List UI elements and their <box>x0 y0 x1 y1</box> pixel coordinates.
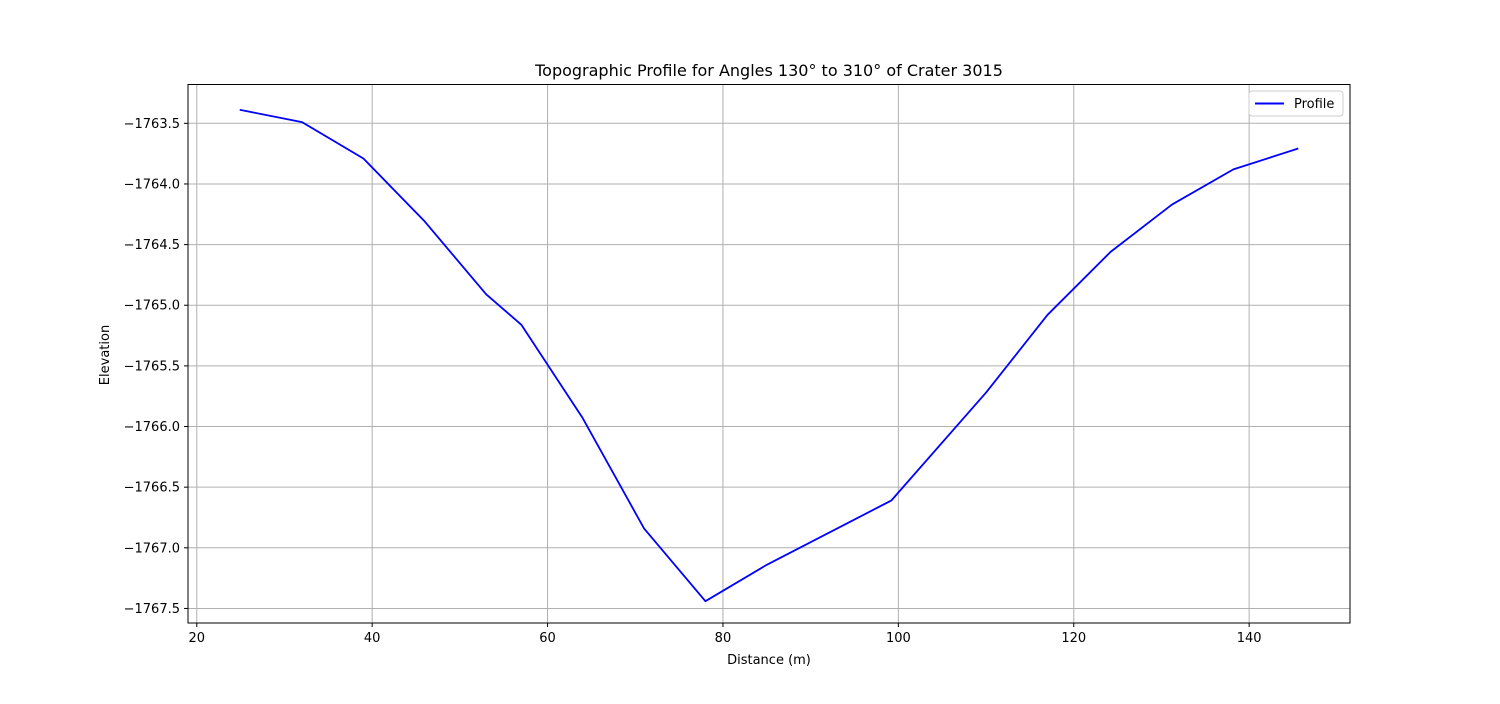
y-tick-label: −1765.5 <box>124 359 180 374</box>
x-tick-label: 40 <box>364 631 381 646</box>
y-tick-label: −1767.0 <box>124 541 180 556</box>
y-tick-label: −1767.5 <box>124 602 180 617</box>
y-tick-label: −1766.0 <box>124 420 180 435</box>
y-tick-label: −1763.5 <box>124 117 180 132</box>
x-tick-label: 80 <box>715 631 732 646</box>
legend-label-profile: Profile <box>1294 97 1334 112</box>
series-line-profile <box>239 108 1299 603</box>
x-axis-ticks: 20 40 60 80 100 120 140 <box>188 623 1262 646</box>
legend-box <box>1248 90 1344 117</box>
legend: Profile <box>1248 90 1344 117</box>
x-tick-label: 60 <box>539 631 556 646</box>
x-tick-label: 140 <box>1237 631 1262 646</box>
x-tick-label: 100 <box>886 631 911 646</box>
y-tick-label: −1765.0 <box>124 299 180 314</box>
series-layer <box>239 108 1299 603</box>
x-axis-label: Distance (m) <box>727 653 811 668</box>
y-axis-ticks: −1763.5 −1764.0 −1764.5 −1765.0 −1765.5 −1766… <box>124 117 188 617</box>
x-tick-label: 120 <box>1061 631 1086 646</box>
y-tick-label: −1764.0 <box>124 177 180 192</box>
y-tick-label: −1764.5 <box>124 238 180 253</box>
x-tick-label: 20 <box>188 631 205 646</box>
chart-title: Topographic Profile for Angles 130° to 3… <box>534 61 1003 80</box>
plot-area-frame <box>187 84 1351 624</box>
y-tick-label: −1766.5 <box>124 481 180 496</box>
y-axis-label: Elevation <box>98 325 113 385</box>
grid <box>188 84 1350 623</box>
